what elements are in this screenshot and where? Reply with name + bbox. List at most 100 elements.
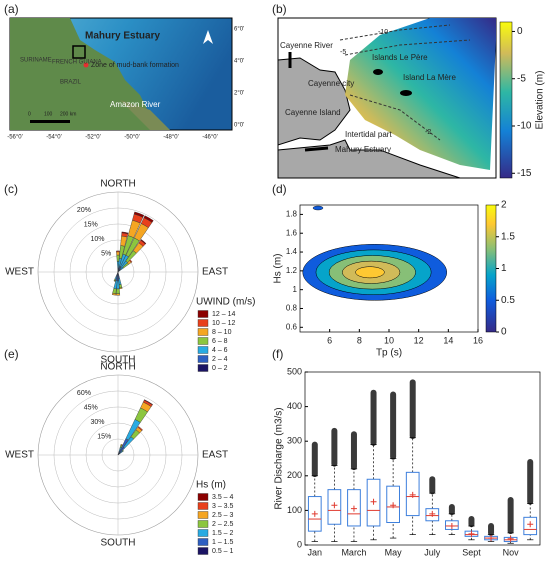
compass-label: EAST — [202, 450, 228, 461]
legend-title: UWIND (m/s) — [196, 297, 255, 308]
contour-label: -5 — [340, 49, 346, 56]
map-label: BRAZIL — [60, 80, 82, 86]
legend-label: 1.5 – 2 — [212, 530, 234, 537]
map-label: Intertidal part — [345, 130, 392, 139]
y-axis-label: River Discharge (m3/s) — [274, 407, 285, 509]
legend-label: 4 – 6 — [212, 347, 228, 354]
compass-label: EAST — [202, 267, 228, 278]
panel-label: (b) — [272, 2, 287, 16]
compass-label: NORTH — [100, 362, 135, 373]
compass-label: NORTH — [100, 179, 135, 190]
ring-label: 60% — [77, 390, 91, 397]
lat-tick-label: 4°0' — [234, 59, 244, 65]
x-tick-label: 6 — [327, 335, 332, 345]
y-tick-label: 500 — [287, 366, 302, 376]
legend-title: Hs (m) — [196, 480, 226, 491]
contour-label: -10 — [378, 29, 388, 36]
legend-label: 3 – 3.5 — [212, 503, 234, 510]
colorbar-tick-label: 1 — [501, 263, 507, 274]
map-label: Cayenne Island — [285, 108, 341, 117]
legend-swatch — [198, 530, 208, 537]
y-tick-label: 100 — [287, 505, 302, 515]
y-tick-label: 1 — [293, 285, 298, 294]
legend-swatch — [198, 365, 208, 372]
ring-label: 15% — [84, 221, 98, 228]
x-tick-label: Jan — [308, 547, 323, 557]
ring-label: 5% — [101, 250, 111, 257]
lon-tick-label: -48°0' — [163, 135, 179, 141]
legend-label: 12 – 14 — [212, 311, 235, 318]
legend-swatch — [198, 329, 208, 336]
x-tick-label: 12 — [414, 335, 424, 345]
map-label: Islands Le Père — [372, 53, 428, 62]
rose-segment — [116, 289, 119, 294]
ring-label: 15% — [97, 433, 111, 440]
x-tick-label: March — [341, 547, 366, 557]
legend-label: 8 – 10 — [212, 329, 232, 336]
map-label: Amazon River — [110, 100, 161, 109]
map-a: Mahury Estuary Zone of mud-bank formatio… — [10, 18, 232, 130]
island — [373, 69, 383, 75]
legend-swatch — [198, 347, 208, 354]
contour-level — [356, 267, 385, 278]
colorbar-tick-label: -15 — [517, 168, 532, 179]
x-tick-label: 10 — [384, 335, 394, 345]
y-tick-label: 1.8 — [286, 210, 298, 219]
legend-label: 1 – 1.5 — [212, 539, 234, 546]
legend-label: 0 – 2 — [212, 365, 228, 372]
y-tick-label: 1.4 — [286, 247, 298, 256]
legend-label: 6 – 8 — [212, 338, 228, 345]
legend-swatch — [198, 311, 208, 318]
lon-tick-label: -52°0' — [85, 135, 101, 141]
panel-label: (d) — [272, 182, 287, 196]
rose-segment — [116, 251, 119, 252]
colorbar — [486, 205, 496, 332]
x-tick-label: 14 — [443, 335, 453, 345]
legend-label: 2 – 2.5 — [212, 521, 234, 528]
panel-label: (e) — [4, 347, 19, 361]
x-tick-label: May — [385, 547, 403, 557]
y-tick-label: 400 — [287, 401, 302, 411]
map-label: FRENCH GUIANA — [52, 60, 102, 66]
arrow — [305, 148, 328, 150]
y-tick-label: 0.8 — [286, 304, 298, 313]
legend-label: 0.5 – 1 — [212, 548, 234, 555]
rose-segment — [114, 281, 117, 289]
legend-swatch — [198, 494, 208, 501]
scale-bar — [30, 120, 70, 123]
map-label: Island La Mère — [403, 73, 456, 82]
x-tick-label: July — [424, 547, 441, 557]
map-label: Mahury Estuary — [85, 31, 160, 42]
legend-label: 2 – 4 — [212, 356, 228, 363]
compass-label: SOUTH — [101, 538, 136, 549]
compass-label: WEST — [5, 450, 34, 461]
map-label: Cayenne River — [280, 41, 333, 50]
ring-label: 45% — [84, 404, 98, 411]
map-label: Mahury Estuary — [335, 145, 391, 154]
lon-tick-label: -56°0' — [7, 135, 23, 141]
legend-swatch — [198, 320, 208, 327]
lat-tick-label: 0°0' — [234, 123, 244, 129]
compass-label: WEST — [5, 267, 34, 278]
map-b: Cayenne River Cayenne city Cayenne Islan… — [278, 18, 546, 178]
x-tick-label: 16 — [473, 335, 483, 345]
map-label: Zone of mud-bank formation — [91, 62, 179, 69]
legend-label: 2.5 – 3 — [212, 512, 234, 519]
legend-swatch — [198, 356, 208, 363]
colorbar-tick-label: 2 — [501, 200, 507, 211]
ring-label: 10% — [90, 236, 104, 243]
colorbar-tick-label: 0.5 — [501, 295, 515, 306]
contour-blob — [313, 206, 323, 210]
lat-tick-label: 6°0' — [234, 27, 244, 33]
colorbar — [500, 22, 512, 178]
legend-swatch — [198, 521, 208, 528]
legend-swatch — [198, 338, 208, 345]
y-tick-label: 200 — [287, 470, 302, 480]
colorbar-tick-label: 0 — [501, 327, 507, 338]
lon-tick-label: -46°0' — [202, 135, 218, 141]
legend-label: 3.5 – 4 — [212, 494, 234, 501]
rose-segment — [116, 252, 119, 255]
colorbar-tick-label: 0 — [517, 26, 523, 37]
colorbar-tick-label: -10 — [517, 121, 532, 132]
